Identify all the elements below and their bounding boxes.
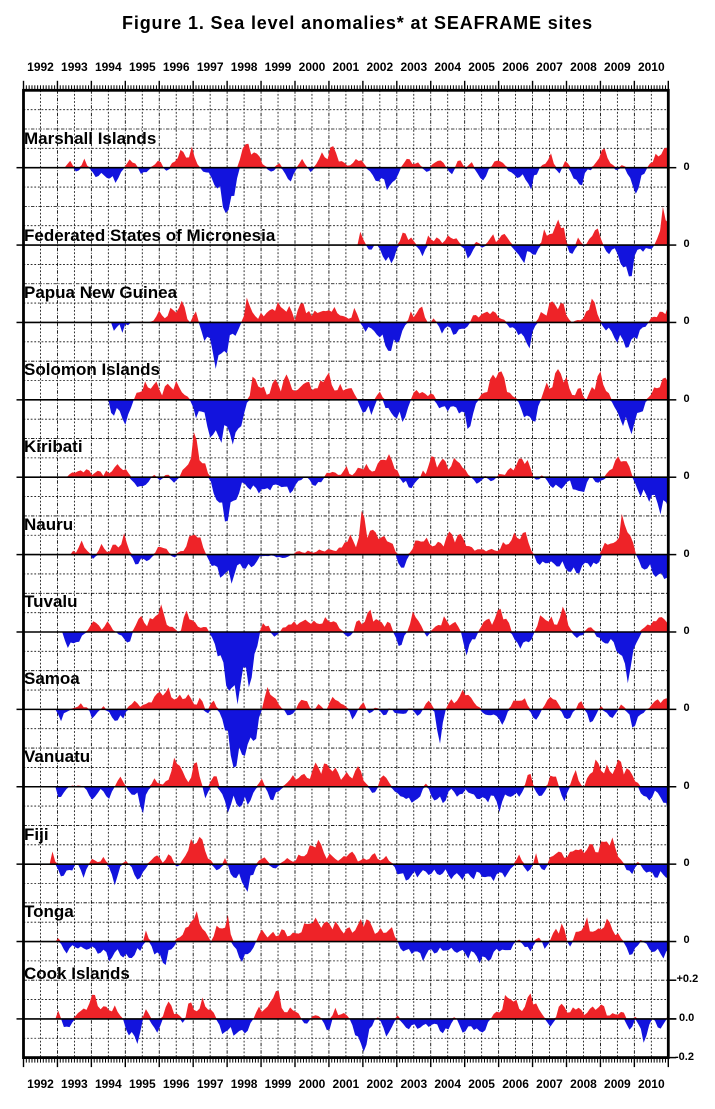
zero-label-9: 0 <box>683 857 690 869</box>
top-year-label-2004: 2004 <box>434 59 462 74</box>
top-year-label-2006: 2006 <box>502 59 529 74</box>
bottom-year-label-1996: 1996 <box>162 1077 190 1091</box>
bottom-year-label-1999: 1999 <box>264 1077 292 1091</box>
series-fill-positive <box>70 510 669 555</box>
bottom-year-label-1992: 1992 <box>27 1077 54 1091</box>
top-year-label-2002: 2002 <box>366 59 394 74</box>
top-year-label-1993: 1993 <box>61 59 88 74</box>
series-fill-positive <box>64 143 669 168</box>
series-fill-positive <box>66 432 669 478</box>
series-fill-positive <box>55 757 669 787</box>
top-year-label-2008: 2008 <box>570 59 597 74</box>
series-fill-negative <box>357 245 669 277</box>
top-year-label-2005: 2005 <box>468 59 495 74</box>
series-fill-positive <box>49 836 669 865</box>
series-fill-positive <box>108 369 669 400</box>
top-year-label-1998: 1998 <box>230 59 258 74</box>
zero-label-0: 0 <box>683 160 690 173</box>
zero-label-6: 0 <box>683 624 690 637</box>
series-label-4: Kiribati <box>24 437 83 457</box>
axis-ticks <box>16 80 677 1068</box>
top-year-label-1997: 1997 <box>196 59 224 74</box>
bottom-year-label-2004: 2004 <box>434 1077 462 1091</box>
top-year-label-2009: 2009 <box>604 59 631 74</box>
series-label-1: Federated States of Micronesia <box>24 225 276 245</box>
series-label-10: Tonga <box>24 901 74 921</box>
series-fill-negative <box>49 864 669 892</box>
series-fill-negative <box>55 1018 669 1052</box>
bottom-year-label-2003: 2003 <box>400 1077 428 1091</box>
bottom-year-label-1998: 1998 <box>230 1077 258 1091</box>
top-year-label-2010: 2010 <box>637 59 665 74</box>
top-year-label-1994: 1994 <box>94 59 122 74</box>
zero-label-8: 0 <box>683 779 690 792</box>
bottom-year-label-2002: 2002 <box>366 1077 394 1091</box>
series-fill-positive <box>55 686 669 710</box>
bottom-year-label-2006: 2006 <box>502 1077 529 1091</box>
bottom-year-label-2007: 2007 <box>536 1077 563 1091</box>
series-fill-positive <box>62 604 669 632</box>
grid <box>23 90 669 1058</box>
series-label-3: Solomon Islands <box>24 360 161 380</box>
scale-label-+0.2: +0.2 <box>676 973 699 986</box>
series-fill-negative <box>64 167 669 214</box>
series-label-6: Tuvalu <box>24 592 78 612</box>
bottom-year-label-2008: 2008 <box>570 1077 597 1091</box>
top-year-label-2001: 2001 <box>332 59 360 74</box>
zero-label-2: 0 <box>683 315 690 328</box>
series-fill-negative <box>111 322 669 369</box>
bottom-year-label-1995: 1995 <box>128 1077 156 1091</box>
bottom-year-label-2000: 2000 <box>298 1077 326 1091</box>
series-fill-positive <box>111 297 669 323</box>
bottom-year-label-2010: 2010 <box>637 1077 665 1091</box>
figure-title: Figure 1. Sea level anomalies* at SEAFRA… <box>122 13 593 33</box>
series-fill-positive <box>55 911 669 942</box>
plot-frame <box>22 88 670 1059</box>
series-label-5: Nauru <box>24 515 74 535</box>
series-fill-negative <box>55 709 669 768</box>
series-fill-negative <box>70 554 669 584</box>
series-fill-negative <box>55 786 669 816</box>
bottom-year-label-1994: 1994 <box>94 1077 122 1091</box>
zero-label-1: 0 <box>683 238 690 250</box>
series-label-7: Samoa <box>24 668 80 688</box>
scale-label--0.2: -0.2 <box>675 1050 694 1063</box>
series-fill-negative <box>108 399 669 445</box>
bottom-year-label-1997: 1997 <box>196 1077 224 1091</box>
zero-label-4: 0 <box>683 470 690 483</box>
bottom-year-label-2001: 2001 <box>332 1077 360 1091</box>
bottom-year-label-2005: 2005 <box>468 1077 495 1091</box>
series-fill-negative <box>66 477 669 522</box>
top-year-label-1992: 1992 <box>27 59 54 74</box>
series-fill-negative <box>62 631 669 705</box>
series-label-2: Papua New Guinea <box>24 283 178 303</box>
top-year-label-1995: 1995 <box>128 59 156 74</box>
top-year-label-1999: 1999 <box>264 59 292 74</box>
series-label-11: Cook Islands <box>24 963 130 983</box>
zero-label-10: 0 <box>683 934 690 947</box>
top-year-label-2007: 2007 <box>536 59 563 74</box>
top-year-label-1996: 1996 <box>162 59 190 74</box>
series-fill-positive <box>55 990 669 1019</box>
series-fill-negative <box>55 941 669 965</box>
zero-lines <box>23 166 669 1020</box>
top-year-label-2000: 2000 <box>298 59 326 74</box>
bottom-year-label-2009: 2009 <box>604 1077 631 1091</box>
zero-label-7: 0 <box>683 702 690 715</box>
top-year-label-2003: 2003 <box>400 59 428 74</box>
zero-label-3: 0 <box>683 392 690 405</box>
series-label-8: Vanuatu <box>24 746 91 766</box>
series-label-0: Marshall Islands <box>24 128 157 148</box>
bottom-year-label-1993: 1993 <box>61 1077 88 1091</box>
series-fills <box>49 143 669 1052</box>
zero-label-5: 0 <box>683 547 690 560</box>
series-label-9: Fiji <box>24 824 49 844</box>
scale-label-0.0: 0.0 <box>679 1011 695 1024</box>
